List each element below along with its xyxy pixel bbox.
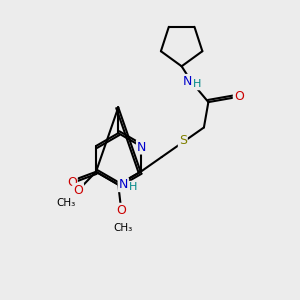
Text: N: N — [137, 140, 146, 154]
Text: N: N — [118, 178, 128, 191]
Text: H: H — [129, 182, 137, 192]
Text: CH₃: CH₃ — [56, 198, 75, 208]
Text: CH₃: CH₃ — [114, 223, 133, 233]
Text: O: O — [116, 204, 126, 217]
Text: H: H — [193, 80, 201, 89]
Text: O: O — [73, 184, 83, 197]
Text: N: N — [183, 75, 193, 88]
Text: O: O — [234, 90, 244, 103]
Text: O: O — [67, 176, 77, 189]
Text: S: S — [179, 134, 187, 147]
